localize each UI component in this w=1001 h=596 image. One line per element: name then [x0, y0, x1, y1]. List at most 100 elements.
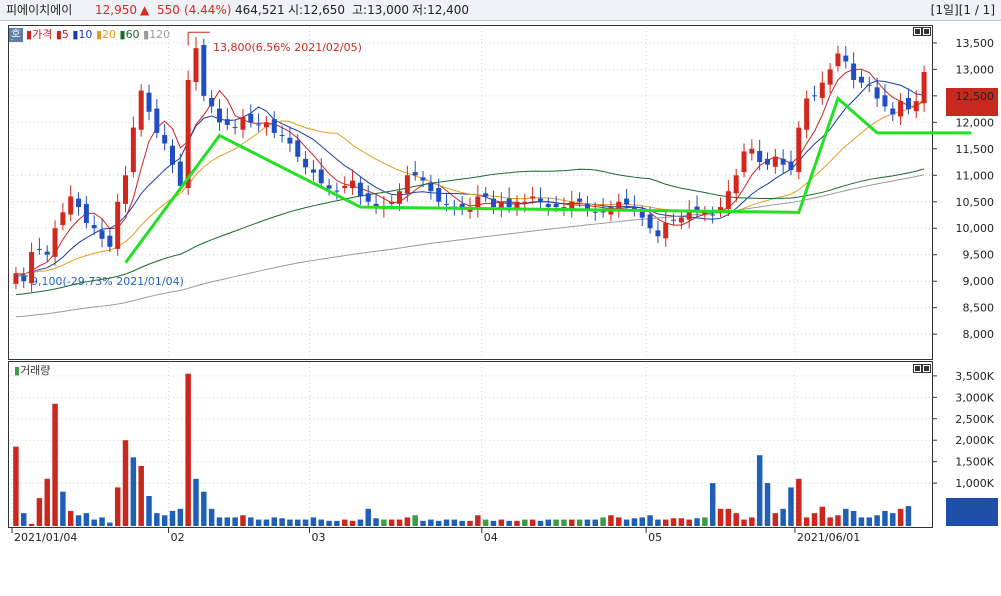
candle-body	[718, 207, 724, 212]
candle-body	[913, 101, 919, 112]
current-price: 12,950	[95, 3, 137, 17]
volume-bar	[185, 373, 191, 526]
volume-legend: ▮거래량	[14, 364, 51, 377]
candle-body	[83, 203, 89, 223]
x-tick-label: 03	[312, 531, 326, 544]
volume-bar	[670, 518, 677, 526]
close-volume-icon[interactable]	[922, 364, 931, 373]
price-y-tick-label: 11,000	[956, 169, 995, 182]
volume-bar	[44, 478, 50, 526]
volume-bar	[169, 510, 176, 526]
volume-bar	[224, 517, 231, 526]
volume-bar	[114, 487, 121, 526]
candle-body	[882, 95, 888, 107]
candle-body	[827, 69, 833, 85]
candle-body	[631, 206, 637, 210]
volume-bar	[201, 491, 207, 526]
candle-body	[350, 180, 356, 188]
volume-bar	[796, 478, 802, 526]
candle-body	[741, 151, 747, 173]
volume-y-tick-label: 2,500K	[955, 413, 994, 426]
candle-body	[537, 198, 543, 202]
candle-body	[874, 87, 880, 99]
volume-bar	[788, 487, 794, 526]
candle-body	[866, 84, 872, 86]
volume-bar	[803, 517, 810, 526]
candle-body	[99, 230, 105, 239]
volume-bar	[91, 519, 97, 526]
volume-bar	[146, 495, 152, 526]
maximize-price-icon[interactable]	[913, 27, 922, 36]
candle-body	[318, 169, 324, 184]
candle-body	[342, 185, 348, 188]
volume-bar	[388, 519, 395, 526]
candle-body	[279, 135, 285, 137]
candle-body	[91, 225, 97, 229]
volume-bar	[600, 517, 606, 526]
price-y-tick-label: 10,500	[956, 196, 995, 209]
candle-body	[553, 203, 559, 208]
volume-bar	[882, 510, 888, 526]
candle-body	[373, 203, 379, 208]
volume-bar	[545, 519, 552, 526]
candle-body	[295, 140, 301, 157]
volume-bar	[232, 517, 238, 526]
candle-body	[757, 150, 763, 163]
legend-price: 가격	[32, 28, 53, 41]
candle-body	[365, 193, 371, 202]
volume-bar	[678, 518, 685, 526]
volume-bar	[122, 440, 129, 526]
volume-bar	[279, 518, 285, 526]
volume-bar	[835, 515, 841, 526]
volume-bar	[529, 519, 536, 526]
close-price-icon[interactable]	[922, 27, 931, 36]
stock-name: 피에이치에이	[6, 3, 73, 17]
candle-body	[733, 175, 739, 194]
price-box-pct: ( 4.44%)	[948, 158, 996, 171]
candle-body	[686, 209, 692, 220]
maximize-volume-icon[interactable]	[913, 364, 922, 373]
x-tick-label: 02	[171, 531, 185, 544]
up-arrow-icon: ▲	[140, 3, 150, 17]
candle-body	[514, 201, 520, 210]
volume-bar	[553, 519, 559, 526]
volume-bar	[522, 519, 528, 526]
candle-body	[224, 119, 230, 125]
volume-bar	[686, 519, 692, 526]
x-tick-label: 2021/01/04	[14, 531, 77, 544]
trend-line	[124, 95, 972, 264]
volume-bar	[576, 519, 583, 526]
volume-bar	[310, 517, 317, 526]
candle-body	[436, 187, 442, 202]
candle-body	[256, 124, 262, 126]
volume-bar	[702, 517, 708, 526]
volume-bar	[561, 519, 567, 526]
volume-bar	[897, 508, 904, 526]
period-selector[interactable]: [1일][1 / 1]	[930, 3, 995, 17]
candle-body	[271, 119, 277, 133]
volume-bar	[154, 513, 160, 526]
legend-ma120: 120	[149, 28, 171, 41]
candle-body	[201, 45, 207, 96]
volume-bar	[498, 519, 505, 526]
volume-bar	[75, 515, 82, 526]
x-tick-label: 2021/06/01	[797, 531, 860, 544]
price-y-tick-label: 8,500	[963, 302, 995, 315]
price-y-tick-label: 9,000	[963, 275, 995, 288]
volume-bar	[741, 519, 747, 526]
volume-bar	[850, 510, 857, 526]
volume-bar	[36, 498, 43, 526]
price-legend: ▮가격 ▮5 ▮10 ▮20 ▮60 ▮120	[26, 28, 171, 41]
volume-bar	[811, 513, 818, 526]
candle-body	[303, 158, 309, 168]
volume-bar	[647, 515, 653, 526]
candle-body	[616, 201, 622, 210]
candle-body	[584, 203, 590, 210]
volume-y-tick-label: 3,500K	[955, 370, 994, 383]
ma60-line	[15, 168, 925, 296]
candle-body	[310, 169, 316, 173]
candle-body	[21, 275, 27, 282]
volume-bar	[412, 515, 418, 526]
candle-body	[263, 122, 269, 128]
volume-value: 464,521	[235, 3, 285, 17]
